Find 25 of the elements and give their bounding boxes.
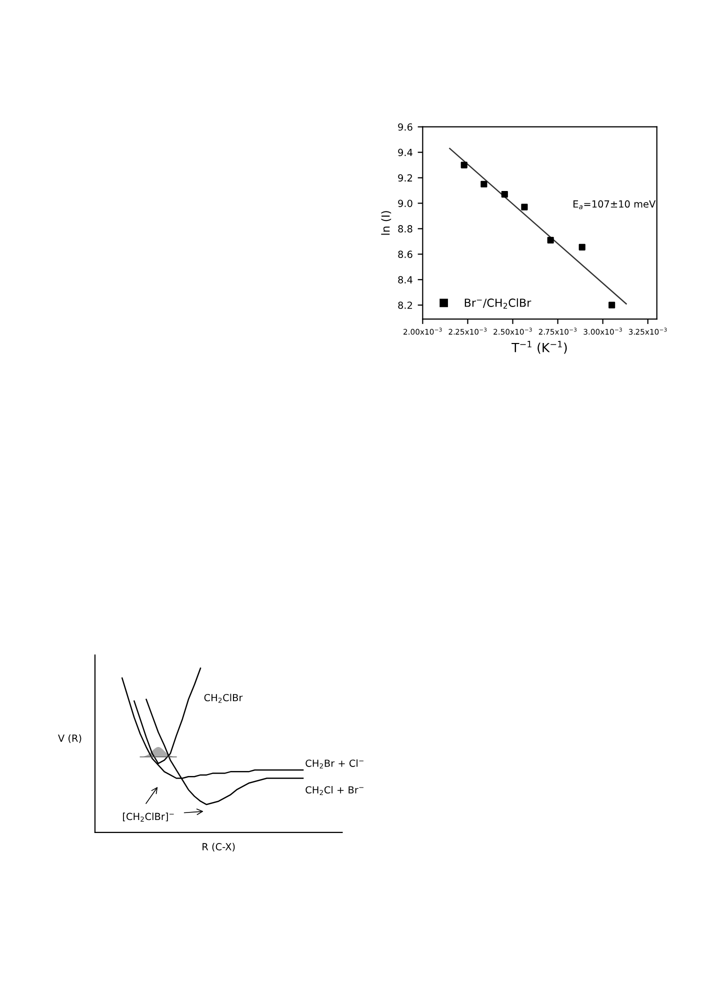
annotation: CH$_{2}$Br + Cl$^{−}$ <box>306 759 364 768</box>
y-tick-label: 8.2 <box>398 302 412 309</box>
point <box>480 180 488 188</box>
y-axis-title: ln (I) <box>381 211 392 235</box>
x-axis-title: R (C-X) <box>202 842 235 852</box>
point <box>460 162 468 168</box>
y-tick-label: 8.6 <box>398 250 412 258</box>
point <box>578 244 586 250</box>
y-tick-label: 9.6 <box>398 123 412 131</box>
y-tick-label: 9.0 <box>398 200 412 208</box>
y-tick-label: 9.2 <box>398 174 412 182</box>
annotation: CH$_{2}$ClBr <box>204 694 243 703</box>
y-tick-label: 8.8 <box>398 225 412 233</box>
point <box>501 191 508 198</box>
y-axis-title: V (R) <box>58 734 82 744</box>
y-tick-label: 8.4 <box>398 276 412 284</box>
x-axis-title: T$^{−1}$ (K$^{−1}$) <box>512 340 567 354</box>
y-tick-label: 9.4 <box>398 148 412 156</box>
point <box>521 204 528 210</box>
annotation: E$_{a}$=107±10 meV <box>574 200 656 210</box>
point <box>547 236 554 244</box>
legend-label: Br$^{−}$/CH$_{2}$ClBr <box>464 298 532 309</box>
annotation: [CH$_{2}$ClBr]$^{−}$ <box>123 812 174 822</box>
point <box>608 302 616 308</box>
annotation: CH$_{2}$Cl + Br$^{−}$ <box>306 786 364 796</box>
